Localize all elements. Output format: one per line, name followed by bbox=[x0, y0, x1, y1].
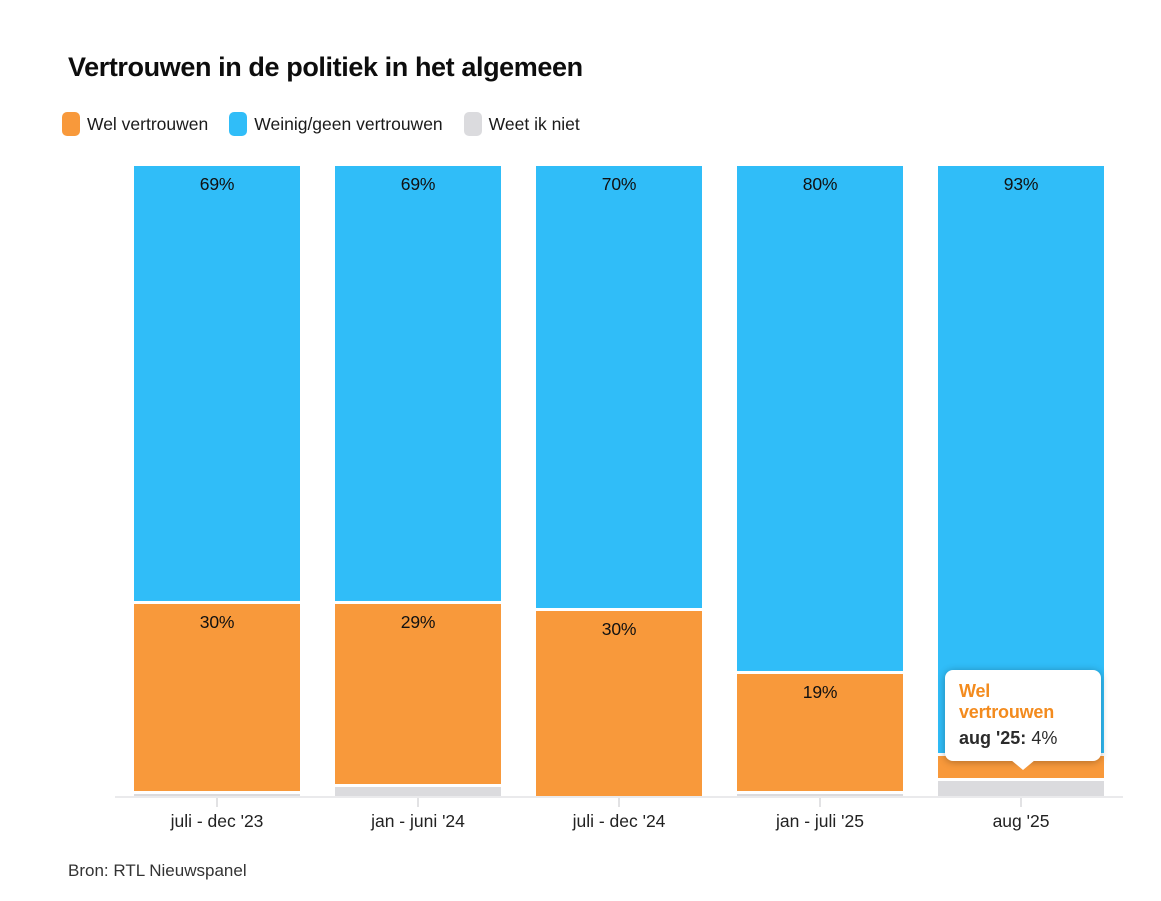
x-axis-tick-icon bbox=[1020, 798, 1022, 807]
legend-item-weinig-geen-vertrouwen[interactable]: Weinig/geen vertrouwen bbox=[229, 112, 443, 136]
x-axis-tick-icon bbox=[216, 798, 218, 807]
tooltip-value-line: aug '25: 4% bbox=[959, 728, 1087, 749]
legend: Wel vertrouwen Weinig/geen vertrouwen We… bbox=[62, 112, 580, 136]
x-axis-label: juli - dec '24 bbox=[536, 798, 702, 832]
bar-segment-wel-vertrouwen-3[interactable]: 30% bbox=[536, 607, 702, 797]
segment-value-label: 30% bbox=[199, 612, 235, 633]
x-axis-label: aug '25 bbox=[938, 798, 1104, 832]
segment-value-label: 19% bbox=[802, 681, 838, 702]
legend-swatch-blue bbox=[229, 112, 248, 136]
segment-value-label: 70% bbox=[601, 174, 637, 194]
tooltip-series-label: Wel vertrouwen bbox=[959, 681, 1055, 722]
bar-segment-weinig-geen-vertrouwen-3[interactable]: 70% bbox=[536, 166, 702, 608]
segment-value-label: 69% bbox=[400, 174, 436, 194]
bar-segment-weinig-geen-vertrouwen-1[interactable]: 69% bbox=[134, 166, 300, 602]
legend-item-weet-ik-niet[interactable]: Weet ik niet bbox=[463, 112, 580, 136]
segment-value-label: 80% bbox=[802, 174, 838, 194]
x-axis-tick-icon bbox=[618, 798, 620, 807]
plot-area: 69% 30% 69% 29% 70% 30% 80% 19% 93% bbox=[134, 166, 1104, 797]
segment-value-label: 30% bbox=[601, 618, 637, 639]
segment-value-label: 93% bbox=[1003, 174, 1039, 194]
chart-title: Vertrouwen in de politiek in het algemee… bbox=[68, 52, 583, 82]
x-axis-line bbox=[115, 796, 1123, 798]
bar-segment-weet-ik-niet-1[interactable] bbox=[134, 790, 300, 797]
segment-value-label: 69% bbox=[199, 174, 235, 194]
legend-label: Weinig/geen vertrouwen bbox=[254, 113, 443, 134]
x-axis-label: jan - juli '25 bbox=[737, 798, 903, 832]
bar-column-3: 70% 30% bbox=[536, 166, 702, 797]
tooltip-pointer-icon bbox=[1011, 760, 1035, 770]
tooltip-value: 4% bbox=[1031, 728, 1058, 748]
legend-swatch-orange bbox=[62, 112, 80, 136]
bar-segment-weet-ik-niet-2[interactable] bbox=[335, 784, 501, 797]
x-axis: juli - dec '23 jan - juni '24 juli - dec '… bbox=[134, 798, 1104, 832]
legend-label: Wel vertrouwen bbox=[87, 113, 209, 134]
legend-label: Weet ik niet bbox=[488, 113, 580, 134]
bar-segment-wel-vertrouwen-2[interactable]: 29% bbox=[335, 601, 501, 785]
bar-segment-weet-ik-niet-4[interactable] bbox=[737, 790, 903, 797]
legend-item-wel-vertrouwen[interactable]: Wel vertrouwen bbox=[62, 112, 208, 136]
source-credit: Bron: RTL Nieuwspanel bbox=[68, 861, 247, 880]
bar-column-2: 69% 29% bbox=[335, 166, 501, 797]
tooltip: Wel vertrouwen aug '25: 4% bbox=[945, 670, 1101, 770]
bar-column-1: 69% 30% bbox=[134, 166, 300, 797]
segment-value-label: 29% bbox=[400, 612, 436, 633]
bar-segment-wel-vertrouwen-4[interactable]: 19% bbox=[737, 670, 903, 791]
bar-segment-weinig-geen-vertrouwen-4[interactable]: 80% bbox=[737, 166, 903, 671]
bar-column-4: 80% 19% bbox=[737, 166, 903, 797]
bar-segment-weinig-geen-vertrouwen-2[interactable]: 69% bbox=[335, 166, 501, 602]
tooltip-category: aug '25: bbox=[959, 728, 1027, 748]
bar-segment-weet-ik-niet-5[interactable] bbox=[938, 778, 1104, 797]
x-axis-label: juli - dec '23 bbox=[134, 798, 300, 832]
x-axis-label: jan - juni '24 bbox=[335, 798, 501, 832]
x-axis-tick-icon bbox=[819, 798, 821, 807]
legend-swatch-gray bbox=[463, 112, 482, 136]
bar-segment-weinig-geen-vertrouwen-5[interactable]: 93% bbox=[938, 166, 1104, 753]
bar-segment-wel-vertrouwen-1[interactable]: 30% bbox=[134, 601, 300, 791]
x-axis-tick-icon bbox=[417, 798, 419, 807]
